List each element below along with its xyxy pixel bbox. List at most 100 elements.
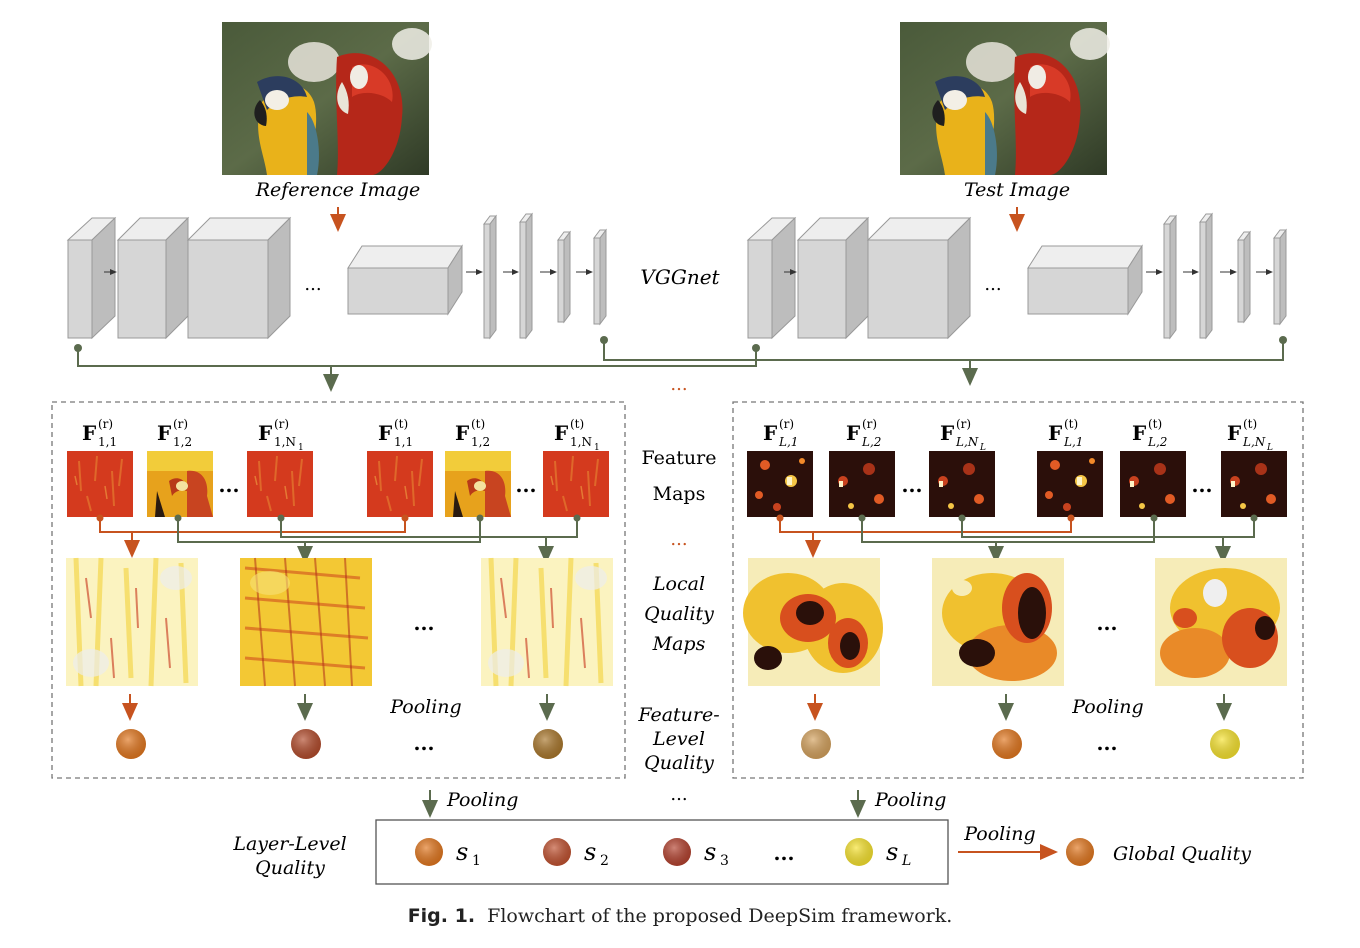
feature-extraction-connectors: [77, 340, 1284, 392]
feature-label-tLn: F: [1227, 421, 1241, 445]
svg-text:L,N: L,N: [955, 435, 979, 449]
svg-text:(t): (t): [1064, 417, 1078, 431]
feature-label-r11: F: [82, 421, 96, 445]
feature-quality-dots-layer-L: [801, 729, 1240, 759]
feature-map-tL1: [1037, 451, 1103, 517]
feature-level-quality-label: Feature-: [637, 704, 719, 726]
connector-dots: [74, 336, 1287, 352]
feature-label-t12: F: [455, 421, 469, 445]
svg-text:L,1: L,1: [778, 435, 798, 449]
vgg-ellipsis-test: ...: [984, 274, 1001, 295]
feature-map-rL1: [747, 451, 813, 517]
svg-text:(t): (t): [570, 417, 584, 431]
svg-text:L,2: L,2: [1147, 435, 1167, 449]
svg-text:Quality: Quality: [644, 752, 714, 774]
svg-text:(r): (r): [779, 417, 794, 431]
svg-text:Quality: Quality: [644, 603, 714, 625]
feature-map-ellipsis: ...: [219, 473, 240, 497]
svg-text:Level: Level: [652, 728, 705, 750]
local-quality-map-1-n: [481, 558, 613, 686]
svg-text:1,N: 1,N: [570, 435, 592, 449]
svg-text:1,1: 1,1: [394, 435, 413, 449]
feature-map-rL2: [829, 451, 895, 517]
layer-L-pair-connectors: [779, 518, 1255, 564]
global-pooling-label: Pooling: [963, 823, 1035, 845]
feature-quality-ellipsis: ...: [1097, 731, 1118, 755]
layer-L-feature-labels: F (r) L,1 F (r) L,2 F (r) L,N L F (t) L,…: [763, 417, 1273, 453]
svg-text:L: L: [901, 853, 911, 869]
layer-1-panel: [51, 401, 626, 779]
layer-scores: s 1 s 2 s 3 ... s L: [415, 838, 911, 869]
local-quality-ellipsis: ...: [414, 611, 435, 635]
feature-quality-dots-layer-1: [116, 729, 563, 759]
svg-text:Maps: Maps: [653, 483, 706, 505]
layer-score-symbol: s: [456, 838, 468, 866]
test-image-label: Test Image: [964, 179, 1070, 201]
svg-text:1,2: 1,2: [471, 435, 490, 449]
layer-level-quality-label: Layer-Level: [232, 833, 346, 855]
local-quality-maps-label: Local: [652, 573, 705, 595]
feature-map-t11: [366, 450, 434, 518]
feature-quality-ellipsis: ...: [414, 731, 435, 755]
svg-text:1: 1: [472, 853, 481, 869]
svg-text:L,N: L,N: [1242, 435, 1266, 449]
layer-pooling-label-1: Pooling: [446, 789, 518, 811]
svg-text:L,2: L,2: [861, 435, 881, 449]
svg-text:(t): (t): [471, 417, 485, 431]
feature-label-r12: F: [157, 421, 171, 445]
local-quality-map-L-n: [1155, 558, 1287, 686]
svg-text:(r): (r): [98, 417, 113, 431]
svg-text:1: 1: [298, 443, 304, 453]
feature-map-t12: [445, 451, 511, 517]
svg-text:1,N: 1,N: [274, 435, 296, 449]
layer-1-pair-connectors: [99, 518, 578, 564]
feature-map-tL2: [1120, 451, 1186, 517]
stage-labels: Feature Maps ... Local Quality Maps Feat…: [637, 447, 719, 805]
feature-map-r1n: [246, 450, 314, 518]
figure-caption-text: Flowchart of the proposed DeepSim framew…: [487, 905, 953, 927]
global-quality-dot-shade: [1066, 838, 1094, 866]
feature-label-t11: F: [378, 421, 392, 445]
vgg-network-reference: [66, 212, 607, 340]
svg-text:...: ...: [670, 529, 687, 550]
svg-text:3: 3: [720, 853, 729, 869]
local-quality-map-L-1: [743, 558, 883, 686]
feature-maps-label: Feature: [642, 447, 717, 469]
feature-label-tL1: F: [1048, 421, 1062, 445]
svg-text:(t): (t): [1148, 417, 1162, 431]
feature-label-t1n: F: [554, 421, 568, 445]
layer-score-symbol: s: [704, 838, 716, 866]
layer-pooling-label-L: Pooling: [874, 789, 946, 811]
layer-1-feature-labels: F (r) 1,1 F (r) 1,2 F (r) 1,N 1 F (t) 1,…: [82, 417, 600, 453]
global-quality-label: Global Quality: [1113, 843, 1251, 865]
feature-label-rLn: F: [940, 421, 954, 445]
svg-text:L,1: L,1: [1063, 435, 1083, 449]
pooling-label-layer-1: Pooling: [389, 696, 461, 718]
svg-text:1,2: 1,2: [173, 435, 192, 449]
svg-text:L: L: [979, 443, 986, 453]
middle-ellipsis-top: ...: [670, 374, 687, 395]
layer-score-ellipsis: ...: [774, 841, 795, 865]
vgg-ellipsis-reference: ...: [304, 274, 321, 295]
svg-text:(t): (t): [394, 417, 408, 431]
feature-label-rL2: F: [846, 421, 860, 445]
feature-map-r11: [66, 450, 134, 518]
feature-map-r12: [147, 451, 213, 517]
feature-map-ellipsis: ...: [516, 473, 537, 497]
svg-text:(r): (r): [173, 417, 188, 431]
figure-number: Fig. 1.: [407, 905, 476, 927]
feature-map-ellipsis: ...: [902, 473, 923, 497]
svg-text:1: 1: [594, 443, 600, 453]
layer-score-symbol: s: [886, 838, 898, 866]
reference-image-label: Reference Image: [255, 179, 421, 201]
svg-text:1,1: 1,1: [98, 435, 117, 449]
layer-scores-box: [375, 819, 949, 885]
feature-map-rLn: [929, 451, 995, 517]
svg-text:2: 2: [600, 853, 609, 869]
feature-label-tL2: F: [1132, 421, 1146, 445]
feature-map-tLn: [1221, 451, 1287, 517]
feature-map-t1n: [542, 450, 610, 518]
svg-text:(r): (r): [274, 417, 289, 431]
svg-text:(r): (r): [956, 417, 971, 431]
